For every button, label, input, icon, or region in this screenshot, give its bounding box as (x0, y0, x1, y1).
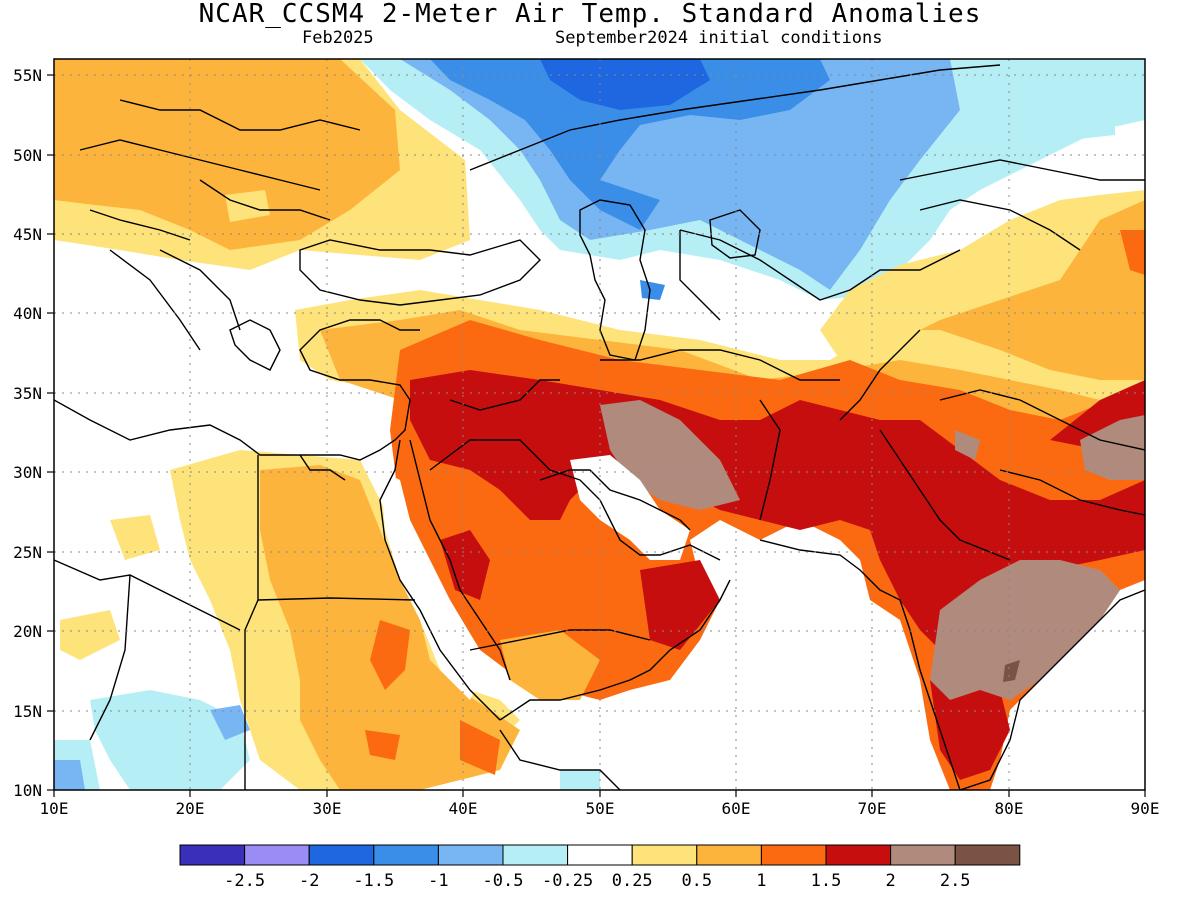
axis-ticks (47, 74, 1146, 797)
lat-label: 40N (13, 304, 42, 323)
lat-label: 45N (13, 225, 42, 244)
lon-label: 80E (995, 799, 1024, 818)
lon-label: 20E (176, 799, 205, 818)
graticule (54, 59, 1145, 790)
colorbar-swatch (760, 844, 827, 866)
colorbar-label: 1 (756, 871, 766, 891)
lat-label: 20N (13, 622, 42, 641)
europe-orange-anomaly (54, 59, 400, 250)
longitude-labels: 10E 20E 30E 40E 50E 60E 70E 80E 90E (40, 799, 1160, 818)
lat-label: 10N (13, 781, 42, 800)
colorbar-swatch (308, 844, 375, 866)
lon-label: 90E (1131, 799, 1160, 818)
colorbar-label: -1 (428, 871, 448, 891)
colorbar-swatch (954, 844, 1021, 866)
lon-label: 50E (586, 799, 615, 818)
colorbar-label: 0.25 (612, 871, 653, 891)
colorbar-label: -1.5 (353, 871, 394, 891)
colorbar-label: -2 (299, 871, 319, 891)
lon-label: 40E (449, 799, 478, 818)
colorbar-label: 2.5 (940, 871, 971, 891)
colorbar-swatch (373, 844, 439, 866)
colorbar-label: -2.5 (224, 871, 265, 891)
lat-label: 30N (13, 463, 42, 482)
colorbar-label: 1.5 (811, 871, 842, 891)
colorbar-label: -0.5 (483, 871, 524, 891)
coastlines (54, 64, 1145, 790)
colorbar-swatch (890, 844, 956, 866)
colorbar-swatch (437, 844, 504, 866)
colorbar-swatch (179, 844, 246, 866)
lat-label: 50N (13, 146, 42, 165)
lon-label: 30E (313, 799, 342, 818)
colorbar-swatch (696, 844, 762, 866)
colorbar-swatch (502, 844, 569, 866)
initial-conditions-label: September2024 initial conditions (555, 28, 883, 48)
lat-label: 55N (13, 66, 42, 85)
latitude-labels: 55N 50N 45N 40N 35N 30N 25N 20N 15N 10N (13, 66, 42, 800)
lon-label: 70E (858, 799, 887, 818)
lat-label: 35N (13, 384, 42, 403)
colorbar-swatch (567, 844, 633, 866)
chart-title: NCAR_CCSM4 2-Meter Air Temp. Standard An… (198, 0, 982, 29)
colorbar-swatch (631, 844, 698, 866)
lat-label: 15N (13, 702, 42, 721)
lat-label: 25N (13, 543, 42, 562)
colorbar-label: -0.25 (542, 871, 593, 891)
lon-label: 60E (722, 799, 751, 818)
colorbar-swatch (244, 844, 310, 866)
colorbar-label: 2 (885, 871, 895, 891)
valid-month-label: Feb2025 (302, 28, 374, 48)
anomaly-fields (54, 59, 1145, 790)
lon-label: 10E (40, 799, 69, 818)
colorbar-swatch (825, 844, 892, 866)
colorbar: -2.5 -2 -1.5 -1 -0.5 -0.25 0.25 0.5 1 1.5 2 2.5 (179, 844, 1021, 891)
colorbar-label: 0.5 (681, 871, 712, 891)
